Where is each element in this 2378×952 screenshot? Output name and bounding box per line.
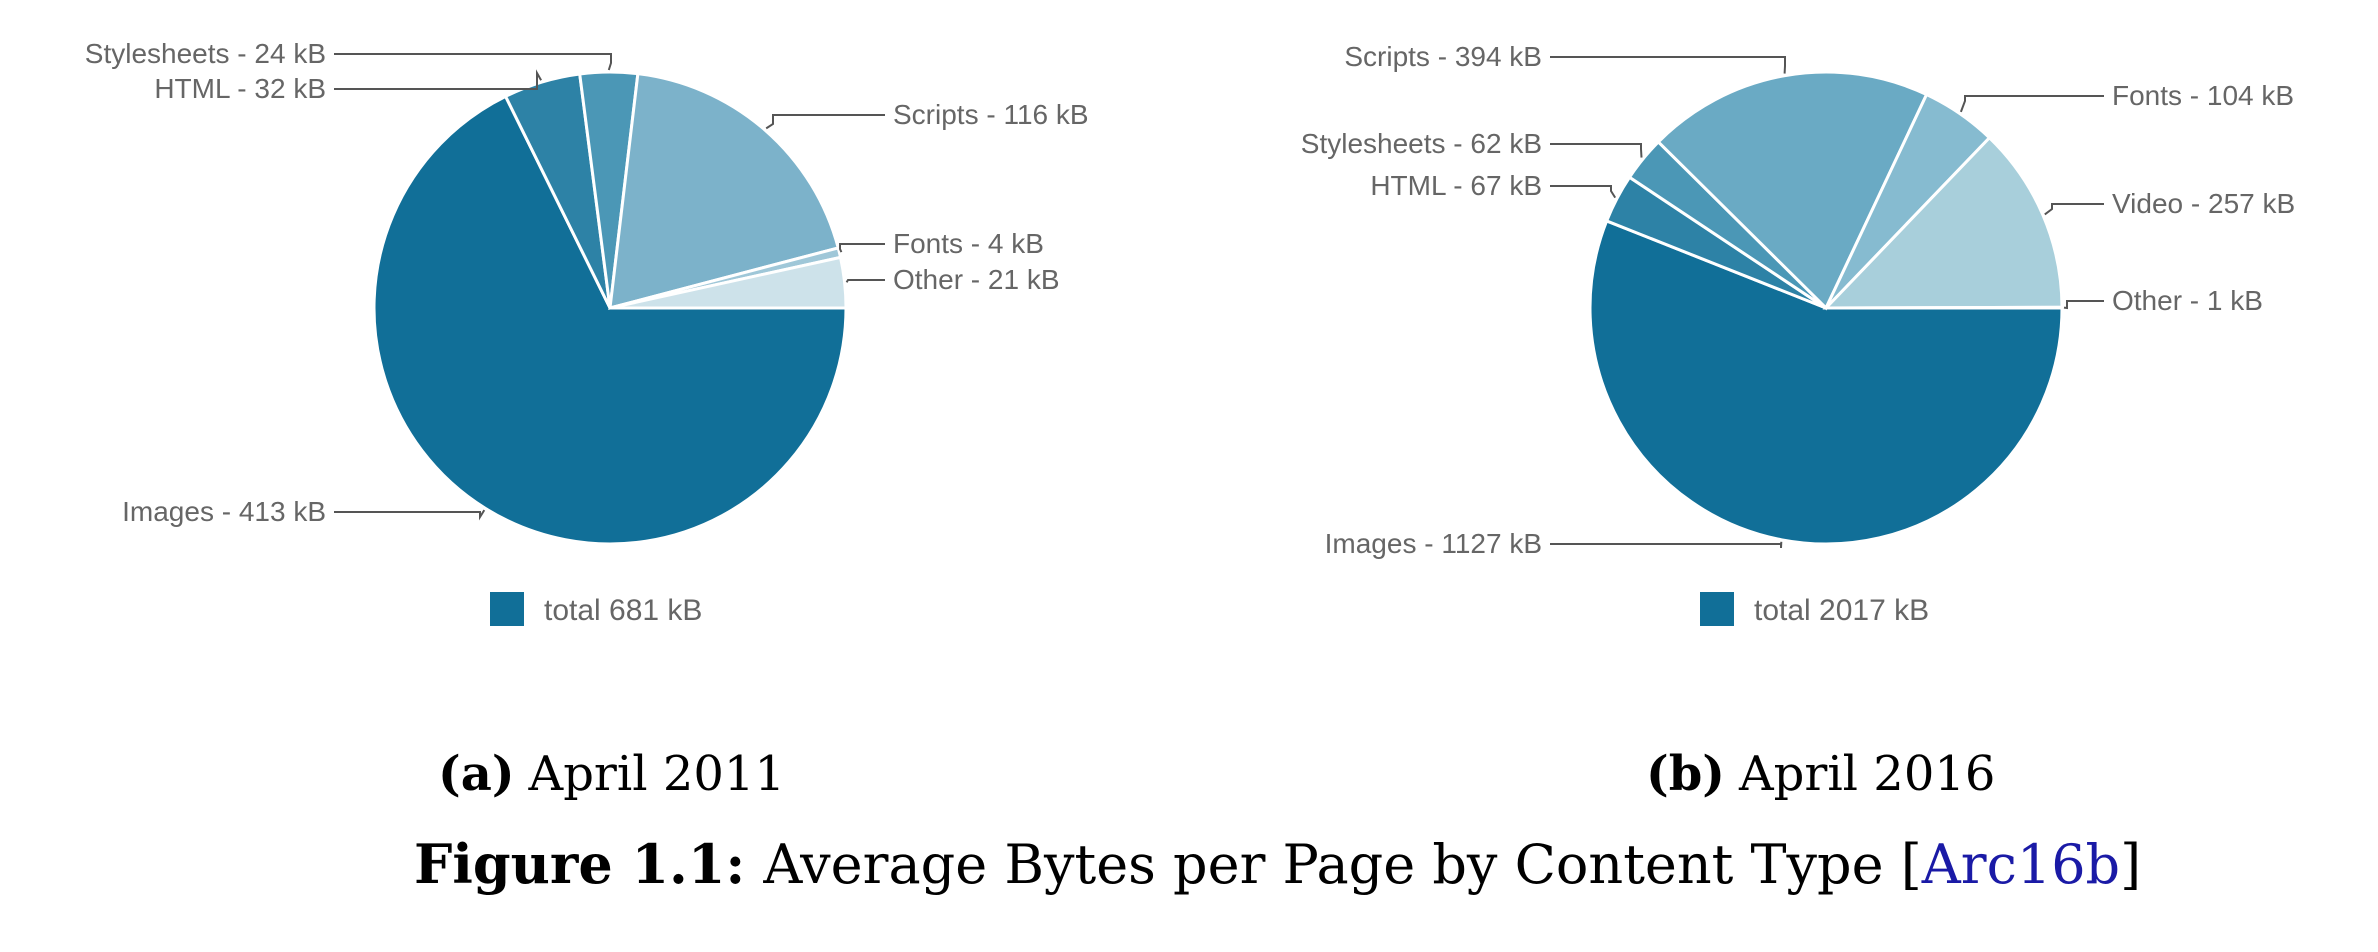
slice-label-scripts: Scripts - 394 kB — [1344, 41, 1542, 72]
figure-caption: Figure 1.1: Average Bytes per Page by Con… — [414, 832, 2141, 896]
legend-label: total 2017 kB — [1754, 594, 1929, 627]
leader-line-stylesheets — [334, 53, 612, 71]
slice-label-html: HTML - 32 kB — [154, 73, 326, 104]
figure-caption-label: Figure 1.1: — [414, 832, 745, 896]
legend-swatch — [1700, 592, 1734, 626]
leader-line-images — [334, 509, 486, 521]
leader-line-video — [2044, 203, 2104, 216]
slice-label-video: Video - 257 kB — [2112, 188, 2295, 219]
leader-line-other — [2063, 300, 2104, 310]
subcaption-a-tag: (a) — [438, 746, 515, 802]
leader-line-other — [845, 279, 885, 283]
pie-slice-other[interactable] — [609, 255, 848, 310]
slice-label-images: Images - 1127 kB — [1325, 528, 1542, 559]
slice-label-images: Images - 413 kB — [122, 496, 326, 527]
pie-slice-images[interactable] — [1588, 218, 2064, 546]
citation-link[interactable]: Arc16b — [1921, 833, 2120, 896]
leader-line-scripts — [1550, 56, 1786, 74]
pie-slice-video[interactable] — [1822, 135, 2064, 310]
slice-label-fonts: Fonts - 104 kB — [2112, 80, 2294, 111]
subcaption-a: (a) April 2011 — [438, 746, 785, 802]
slice-label-fonts: Fonts - 4 kB — [893, 228, 1044, 259]
leader-line-fonts — [1959, 95, 2104, 113]
slice-label-scripts: Scripts - 116 kB — [893, 99, 1089, 130]
leader-line-html — [334, 69, 542, 90]
subcaption-b-text: April 2016 — [1738, 746, 1995, 802]
leader-line-stylesheets — [1550, 143, 1643, 158]
slice-label-other: Other - 1 kB — [2112, 285, 2263, 316]
subcaption-b: (b) April 2016 — [1646, 746, 1995, 802]
slice-label-stylesheets: Stylesheets - 24 kB — [85, 38, 326, 69]
legend-label: total 681 kB — [544, 594, 702, 627]
pie-chart-april-2016: Images - 1127 kB HTML - 67 kB Stylesheets … — [1301, 41, 2295, 627]
pie-slice-other[interactable] — [1825, 305, 2064, 310]
leader-line-fonts — [839, 243, 885, 253]
leader-line-images — [1550, 541, 1783, 549]
subcaption-a-text: April 2011 — [528, 746, 785, 802]
leader-line-html — [1550, 185, 1617, 199]
pie-slice-scripts[interactable] — [608, 71, 841, 311]
pie-chart-april-2011: Images - 413 kB HTML - 32 kB Stylesheets -… — [85, 38, 1089, 627]
slice-label-html: HTML - 67 kB — [1370, 170, 1542, 201]
subcaption-b-tag: (b) — [1646, 746, 1725, 802]
leader-line-scripts — [765, 114, 885, 130]
legend-swatch — [490, 592, 524, 626]
figure-caption-close: ] — [2120, 833, 2141, 896]
pie-slice-scripts[interactable] — [1656, 70, 1929, 311]
pie-slice-images[interactable] — [372, 94, 848, 546]
figure-caption-text: Average Bytes per Page by Content Type [ — [762, 833, 1921, 896]
slice-label-other: Other - 21 kB — [893, 264, 1060, 295]
slice-label-stylesheets: Stylesheets - 62 kB — [1301, 128, 1542, 159]
